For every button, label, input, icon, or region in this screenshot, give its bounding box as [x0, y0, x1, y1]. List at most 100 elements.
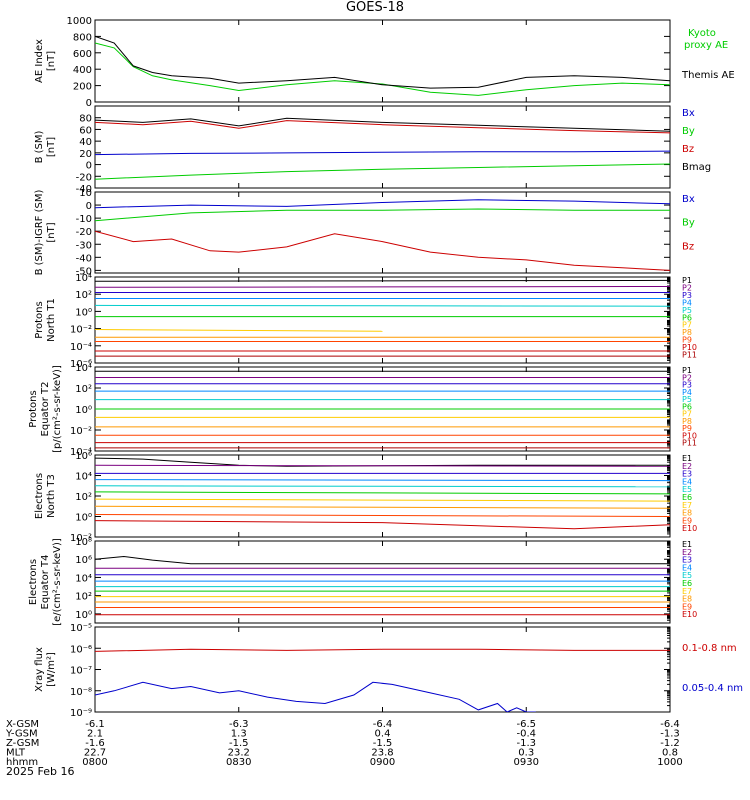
- series-line-bz: [95, 230, 670, 271]
- legend-label: P5: [682, 306, 692, 315]
- x-column-value: -0.4: [516, 729, 536, 740]
- y-tick-label: 10: [79, 188, 92, 199]
- y-tick-label: 10⁻⁴: [70, 447, 92, 458]
- series-line-p2: [95, 286, 670, 288]
- series-line-0-05-0-4-nm: [95, 681, 536, 712]
- legend-label: P3: [682, 381, 692, 390]
- series-line-bx: [95, 199, 670, 209]
- y-tick-label: 10⁻²: [70, 325, 92, 336]
- y-tick-label: 10²: [75, 592, 92, 603]
- series-line-bz: [95, 120, 670, 134]
- legend-label: E2: [682, 548, 692, 557]
- legend-label: E10: [682, 524, 697, 533]
- legend-label: E1: [682, 454, 692, 463]
- y-tick-label: -10: [76, 214, 92, 225]
- legend-label: P2: [682, 283, 692, 292]
- plot-title: GOES-18: [345, 0, 404, 15]
- x-column-value: 0.8: [662, 748, 678, 759]
- y-tick-label: 10⁶: [75, 555, 92, 566]
- series-line-themis-ae: [95, 35, 670, 89]
- y-tick-label: -40: [76, 253, 92, 264]
- series-line-e9: [95, 514, 670, 517]
- y-axis-label: [nT]: [46, 51, 57, 71]
- y-tick-label: 10⁴: [75, 273, 92, 284]
- series-line-e6: [95, 491, 670, 495]
- x-column-value: -1.6: [85, 738, 105, 749]
- x-column-value: 0.3: [518, 748, 534, 759]
- x-row-label: MLT: [6, 748, 26, 759]
- y-tick-label: 10⁻⁴: [70, 342, 92, 353]
- x-column-value: 1000: [657, 757, 682, 768]
- y-axis-label: Electrons: [28, 559, 39, 605]
- legend-label: E3: [682, 470, 692, 479]
- series-line-e10: [95, 520, 670, 530]
- x-column-value: -6.3: [229, 719, 249, 730]
- series-line-kyoto-proxy-ae: [95, 42, 670, 96]
- y-tick-label: 40: [79, 137, 92, 148]
- y-tick-label: 10⁻²: [70, 533, 92, 544]
- y-tick-label: 10²: [75, 384, 92, 395]
- legend-label: E9: [682, 516, 692, 525]
- x-column-value: 0.4: [375, 729, 391, 740]
- legend-label: E5: [682, 571, 692, 580]
- x-column-value: -1.3: [660, 729, 680, 740]
- legend-label: P1: [682, 276, 692, 285]
- y-tick-label: 10⁻⁶: [70, 359, 92, 370]
- y-tick-label: 10⁻⁹: [70, 708, 92, 719]
- series-line-e1: [95, 555, 670, 565]
- panel-p_equator: 10⁴ 10² 10⁰ 10⁻² 10⁻⁴ Protons Equator T2 [p/(cm…: [28, 363, 697, 458]
- legend-label: E10: [682, 610, 697, 619]
- legend-label: E2: [682, 462, 692, 471]
- legend-label: Bx: [682, 108, 695, 119]
- y-tick-label: 400: [73, 65, 92, 76]
- y-axis-label: Equator T2: [40, 382, 51, 437]
- y-axis-label: [e/(cm²-s-sr-keV)]: [52, 538, 63, 626]
- panel-frame: [94, 276, 671, 364]
- y-tick-label: 10⁻⁶: [70, 644, 92, 655]
- x-column-value: -1.3: [516, 738, 536, 749]
- legend-label: Bmag: [682, 162, 711, 173]
- legend-label: P4: [682, 298, 692, 307]
- y-tick-label: 10⁰: [75, 307, 92, 318]
- y-tick-label: 20: [79, 149, 92, 160]
- panel-bigrf: -50 -40 -30 -20 -10 0 10 B (SM)-IGRF (SM) [nT] Bx…: [34, 188, 695, 277]
- y-tick-label: 1000: [67, 16, 92, 27]
- x-column-value: -6.1: [85, 719, 105, 730]
- legend-label: 0.1-0.8 nm: [682, 643, 737, 654]
- series-line-0-1-0-8-nm: [95, 648, 670, 652]
- x-column-value: 23.2: [228, 748, 250, 759]
- y-tick-label: 10⁸: [75, 537, 92, 548]
- legend-label: P10: [682, 431, 697, 440]
- y-axis-label: [nT]: [46, 137, 57, 157]
- series-line-p5: [95, 304, 670, 307]
- y-axis-label: Protons: [28, 390, 39, 427]
- y-axis-label: [W/m²]: [46, 652, 57, 687]
- y-tick-label: 10⁴: [75, 472, 92, 483]
- x-column-value: 0930: [514, 757, 539, 768]
- series-line-p7: [95, 329, 383, 332]
- y-axis-label: Electrons: [34, 473, 45, 519]
- legend-label: P4: [682, 388, 692, 397]
- y-tick-label: 10⁻⁵: [70, 623, 92, 634]
- y-axis-label: Xray flux: [34, 647, 45, 692]
- x-column-value: -6.4: [660, 719, 680, 730]
- y-tick-label: 600: [73, 49, 92, 60]
- y-axis-label: Equator T4: [40, 555, 51, 610]
- y-tick-label: 10⁰: [75, 513, 92, 524]
- panel-frame: [94, 19, 671, 103]
- x-column-value: -1.2: [660, 738, 680, 749]
- legend-label: P5: [682, 395, 692, 404]
- legend-label: P6: [682, 402, 692, 411]
- x-column-value: 0830: [226, 757, 251, 768]
- series-line-bx: [95, 150, 670, 156]
- series-line-by: [95, 208, 670, 222]
- date-label: 2025 Feb 16: [6, 765, 75, 778]
- legend-label: P7: [682, 410, 692, 419]
- legend-label: P1: [682, 366, 692, 375]
- legend-label: E7: [682, 587, 692, 596]
- y-axis-label: [p/(cm²-s-sr-keV)]: [52, 365, 63, 453]
